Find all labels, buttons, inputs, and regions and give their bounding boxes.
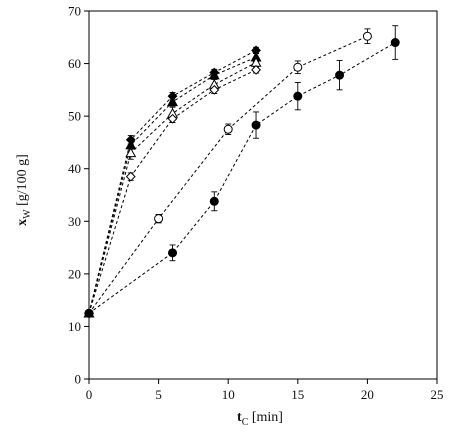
data-point bbox=[125, 171, 136, 182]
series-line bbox=[88, 62, 257, 314]
data-point bbox=[125, 147, 137, 158]
y-tick-label: 30 bbox=[68, 214, 81, 229]
series-markers bbox=[83, 31, 400, 319]
data-point bbox=[84, 308, 94, 318]
series-line bbox=[88, 35, 368, 314]
data-point bbox=[167, 113, 178, 124]
series-layer bbox=[83, 25, 400, 319]
x-tick-label: 15 bbox=[291, 387, 304, 402]
y-tick-label: 40 bbox=[68, 161, 81, 176]
data-point bbox=[251, 64, 261, 75]
x-tick-label: 10 bbox=[222, 387, 235, 402]
data-point bbox=[362, 31, 372, 41]
data-point bbox=[209, 196, 219, 206]
x-tick-label: 0 bbox=[86, 387, 93, 402]
data-point bbox=[251, 120, 261, 130]
error-bars bbox=[127, 25, 399, 262]
x-axis-title: tC [min] bbox=[237, 410, 283, 428]
y-tick-label: 20 bbox=[68, 266, 81, 281]
data-point bbox=[223, 124, 233, 134]
data-point bbox=[154, 214, 164, 224]
data-point bbox=[293, 91, 303, 101]
data-point bbox=[390, 38, 400, 48]
series-lines bbox=[88, 35, 396, 314]
x-axis-title-main: t bbox=[237, 410, 242, 425]
data-point bbox=[293, 62, 303, 72]
x-tick-label: 20 bbox=[361, 387, 374, 402]
plot-area bbox=[88, 10, 438, 380]
plot-border bbox=[88, 10, 438, 380]
series-line bbox=[88, 42, 396, 314]
y-tick-label: 10 bbox=[68, 319, 81, 334]
y-axis-title-main: x bbox=[15, 219, 30, 226]
y-axis-title: xW [g/100 g] bbox=[15, 154, 33, 226]
x-axis-title-subscript: C bbox=[242, 417, 249, 428]
y-axis-title-unit: [g/100 g] bbox=[15, 154, 30, 209]
data-point bbox=[208, 69, 220, 80]
y-tick-label: 50 bbox=[68, 109, 81, 124]
y-tick-label: 70 bbox=[68, 4, 81, 19]
x-axis-title-unit: [min] bbox=[248, 410, 283, 425]
data-point bbox=[209, 84, 220, 95]
data-point bbox=[167, 96, 178, 107]
data-point bbox=[168, 248, 178, 258]
x-tick-label: 25 bbox=[431, 387, 444, 402]
axis-ticks: 0 5 10 15 20 25 0 10 20 30 40 50 60 70 bbox=[68, 4, 444, 403]
y-tick-label: 0 bbox=[75, 372, 82, 387]
y-axis-title-subscript: W bbox=[22, 209, 33, 219]
series-line bbox=[88, 69, 257, 314]
data-point bbox=[335, 70, 345, 80]
series-line bbox=[88, 49, 257, 314]
y-tick-label: 60 bbox=[68, 56, 81, 71]
x-tick-label: 5 bbox=[155, 387, 162, 402]
